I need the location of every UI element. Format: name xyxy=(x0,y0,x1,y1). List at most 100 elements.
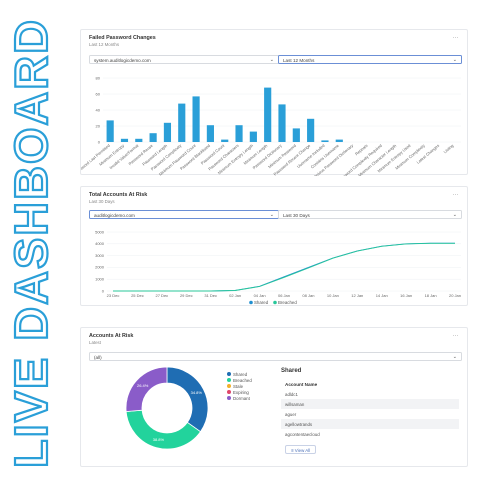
more-options-button[interactable]: ... xyxy=(452,332,459,338)
bar xyxy=(307,118,315,142)
domain-select-value: auditlogicdemo.com xyxy=(94,212,135,218)
x-tick-label: 16 Jan xyxy=(400,293,412,298)
table-row[interactable]: agellowtrands xyxy=(281,419,459,429)
x-tick-label: Listing xyxy=(442,143,454,154)
filter-select-value: (all) xyxy=(94,354,102,360)
table-row[interactable]: aguer xyxy=(285,411,297,417)
y-tick-label: 0 xyxy=(102,288,105,293)
legend-label: Shared xyxy=(233,371,248,377)
legend-item-breached[interactable]: Breached xyxy=(227,377,252,383)
legend-label: Shared xyxy=(254,300,269,305)
chevron-down-icon: ⌄ xyxy=(452,57,457,63)
panel-title: Total Accounts At Risk xyxy=(89,192,148,198)
bar xyxy=(149,133,157,142)
x-tick-label: 02 Jan xyxy=(229,293,241,298)
x-tick-label: 18 Jan xyxy=(425,293,437,298)
filter-select[interactable]: (all) ⌄ xyxy=(89,352,462,361)
y-tick-label: 3000 xyxy=(95,253,105,258)
series-line-shared xyxy=(113,242,455,292)
legend-label: Breached xyxy=(278,300,297,305)
period-select[interactable]: Last 30 Days ⌄ xyxy=(278,210,462,219)
y-tick-label: 0 xyxy=(98,139,101,144)
legend-swatch xyxy=(227,378,231,382)
donut-legend: Shared Breached Stale Expiring Dormant xyxy=(227,371,252,401)
legend-label: Stale xyxy=(233,383,244,389)
legend-swatch xyxy=(227,390,231,394)
x-tick-label: 20 Jan xyxy=(449,293,461,298)
live-dashboard-banner: LIVE DASHBOARD xyxy=(0,0,62,500)
bar xyxy=(163,122,172,142)
bar xyxy=(178,103,186,142)
bar xyxy=(292,128,300,142)
slice-label: 34.8% xyxy=(191,390,203,395)
more-options-button[interactable]: ... xyxy=(452,191,459,197)
y-tick-label: 60 xyxy=(96,91,101,96)
bar xyxy=(335,139,343,142)
y-tick-label: 80 xyxy=(96,75,101,80)
period-select[interactable]: Last 12 Months ⌄ xyxy=(278,55,462,64)
view-all-label: View All xyxy=(294,447,311,453)
x-tick-label: 14 Jan xyxy=(376,293,388,298)
total-accounts-at-risk-panel: Total Accounts At Risk Last 30 Days ... … xyxy=(80,186,468,306)
more-options-button[interactable]: ... xyxy=(452,34,459,40)
x-tick-label: 29 Dec xyxy=(180,293,193,298)
panel-subtitle: Last 30 Days xyxy=(89,199,115,204)
table-row[interactable]: willsaman xyxy=(281,399,459,409)
legend-item-expiring[interactable]: Expiring xyxy=(227,389,252,395)
shared-accounts-table: Account Name adldc1 willsaman aguer agellow… xyxy=(281,379,459,439)
legend-swatch xyxy=(227,396,231,400)
table-header-account-name: Account Name xyxy=(285,381,318,387)
bar xyxy=(192,96,200,142)
panel-title: Accounts At Risk xyxy=(89,333,134,339)
accounts-at-risk-panel: Accounts At Risk Latest ... (all) ⌄ 34.8… xyxy=(80,327,468,467)
legend-label: Expiring xyxy=(233,389,249,395)
shared-section-title: Shared xyxy=(281,368,302,374)
y-tick-label: 2000 xyxy=(95,265,105,270)
series-line-breached xyxy=(113,242,455,292)
bar xyxy=(249,131,257,142)
x-tick-label: 12 Jan xyxy=(351,293,363,298)
legend-label: Dormant xyxy=(233,395,250,401)
panel-subtitle: Latest xyxy=(89,340,101,345)
bar xyxy=(120,138,129,142)
panel-subtitle: Last 12 Months xyxy=(89,42,120,47)
view-all-button[interactable]: ≡ View All xyxy=(285,445,317,454)
table-row[interactable]: adldc1 xyxy=(285,391,298,397)
chevron-down-icon: ⌄ xyxy=(452,354,457,360)
period-select-value: Last 12 Months xyxy=(283,57,315,63)
bar xyxy=(278,104,286,142)
legend-swatch xyxy=(273,300,277,305)
bar xyxy=(235,125,243,142)
x-tick-label: 10 Jan xyxy=(327,293,339,298)
y-tick-label: 4000 xyxy=(95,241,105,246)
banner-title: LIVE DASHBOARD xyxy=(5,18,57,468)
x-tick-label: 08 Jan xyxy=(302,293,314,298)
legend-item-stale[interactable]: Stale xyxy=(227,383,252,389)
slice-label: 38.8% xyxy=(153,437,165,442)
bar xyxy=(135,138,143,142)
panel-title: Failed Password Changes xyxy=(89,35,156,41)
chevron-down-icon: ⌄ xyxy=(269,57,274,63)
legend-item-shared[interactable]: Shared xyxy=(227,371,252,377)
legend-swatch xyxy=(227,372,231,376)
x-tick-label: 23 Dec xyxy=(107,293,120,298)
slice-breached xyxy=(125,409,202,450)
bar xyxy=(321,140,329,142)
table-row[interactable]: agcontentaecloud xyxy=(285,431,320,437)
x-tick-label: 27 Dec xyxy=(156,293,169,298)
bar xyxy=(264,87,272,142)
legend-item-dormant[interactable]: Dormant xyxy=(227,395,252,401)
failed-password-changes-panel: Failed Password Changes Last 12 Months .… xyxy=(80,29,468,176)
legend-label: Breached xyxy=(233,377,252,383)
legend-swatch xyxy=(227,384,231,388)
y-tick-label: 5000 xyxy=(95,229,105,234)
slice-label: 26.4% xyxy=(137,383,149,388)
y-tick-label: 1000 xyxy=(95,277,105,282)
slice-shared xyxy=(166,366,209,433)
bar xyxy=(106,120,114,142)
y-tick-label: 20 xyxy=(96,123,101,128)
x-tick-label: 31 Dec xyxy=(204,293,217,298)
x-tick-label: 06 Jan xyxy=(278,293,290,298)
chevron-down-icon: ⌄ xyxy=(452,212,457,218)
x-tick-label: 25 Dec xyxy=(131,293,144,298)
